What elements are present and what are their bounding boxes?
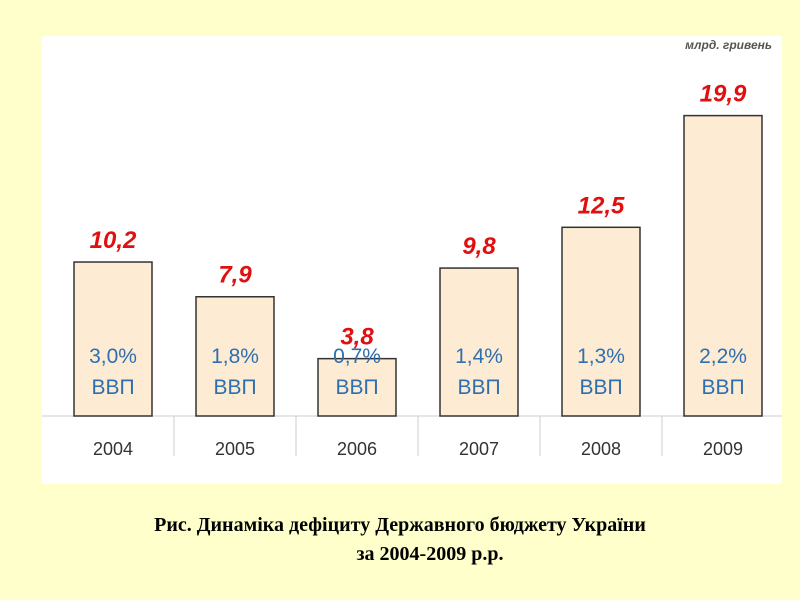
gdp-label-2007: ВВП: [457, 376, 500, 399]
value-label-2006: 3,8: [340, 324, 374, 351]
value-label-2009: 19,9: [700, 81, 747, 108]
bar-2007: [439, 267, 519, 417]
bar-chart: 10,2 3,0% ВВП 2004 7,9 1,8% ВВП 2005 3,80,7% ВВП 2…: [42, 81, 782, 459]
bar-2009: [683, 114, 763, 417]
x-tick-label-2008: 2008: [581, 439, 621, 459]
bar-2004: [73, 261, 153, 417]
x-tick-label-2004: 2004: [93, 439, 133, 459]
gdp-label-2005: ВВП: [213, 376, 256, 399]
gdp-share-label-2005: 1,8%: [211, 345, 259, 368]
value-label-2004: 10,2: [90, 227, 137, 254]
gdp-label-2006: ВВП: [335, 376, 378, 399]
gdp-share-label-2007: 1,4%: [455, 345, 503, 368]
value-label-2007: 9,8: [462, 233, 496, 260]
x-tick-label-2005: 2005: [215, 439, 255, 459]
x-tick-label-2009: 2009: [703, 439, 743, 459]
bar-2008: [561, 226, 641, 417]
gdp-share-label-2009: 2,2%: [699, 345, 747, 368]
gdp-share-label-2008: 1,3%: [577, 345, 625, 368]
figure-caption-line-2: за 2004-2009 р.р.: [356, 543, 504, 565]
bar-2005: [195, 295, 275, 417]
x-tick-label-2007: 2007: [459, 439, 499, 459]
bar-2006: [317, 357, 397, 417]
figure-caption-line-1: Рис. Динаміка дефіциту Державного бюджет…: [154, 514, 646, 536]
unit-label: млрд. гривень: [685, 38, 772, 52]
gdp-share-label-2004: 3,0%: [89, 345, 137, 368]
x-tick-label-2006: 2006: [337, 439, 377, 459]
chart-panel: млрд. гривень 10,2 3,0% ВВП 2004 7,9 1,8% ВВП 2…: [42, 36, 782, 484]
gdp-label-2009: ВВП: [701, 376, 744, 399]
value-label-2008: 12,5: [578, 192, 625, 219]
value-label-2005: 7,9: [218, 262, 252, 289]
gdp-label-2004: ВВП: [91, 376, 134, 399]
gdp-label-2008: ВВП: [579, 376, 622, 399]
gdp-share-label-2006: 0,7%: [333, 345, 381, 368]
